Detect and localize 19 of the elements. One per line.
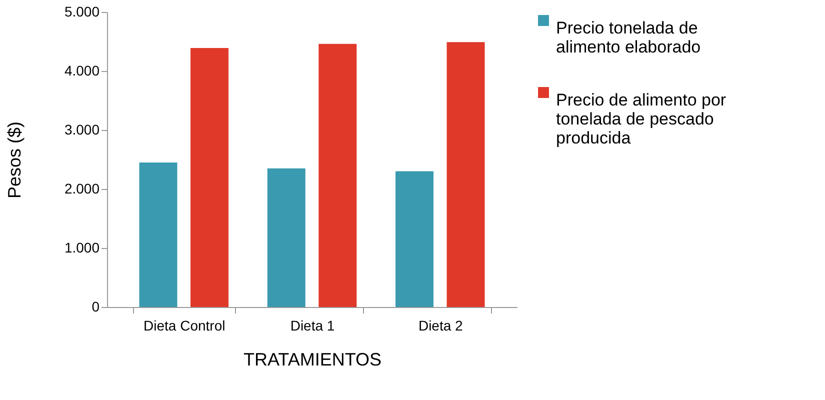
- y-tick-label: 4.000: [64, 62, 100, 78]
- y-tick-label: 2.000: [64, 180, 100, 196]
- x-axis-title: TRATAMIENTOS: [243, 350, 382, 370]
- bar: [267, 168, 306, 307]
- y-tick-label: 3.000: [64, 122, 100, 138]
- legend-label: Precio tonelada de alimento elaborado: [556, 18, 701, 56]
- y-tick-label: 0: [92, 298, 100, 314]
- x-tick-label: Dieta 1: [290, 318, 335, 334]
- y-axis-title: Pesos ($): [4, 121, 24, 199]
- bar: [190, 48, 228, 307]
- bar: [396, 171, 434, 307]
- bar: [446, 42, 485, 307]
- y-tick-label: 1.000: [64, 240, 100, 256]
- y-tick-label: 5.000: [64, 4, 100, 20]
- x-tick-label: Dieta 2: [418, 318, 464, 334]
- bar: [139, 162, 178, 307]
- bar: [318, 44, 357, 307]
- legend-label: Precio de alimento por tonelada de pescado producida: [556, 90, 726, 148]
- x-tick-label: Dieta Control: [144, 318, 226, 334]
